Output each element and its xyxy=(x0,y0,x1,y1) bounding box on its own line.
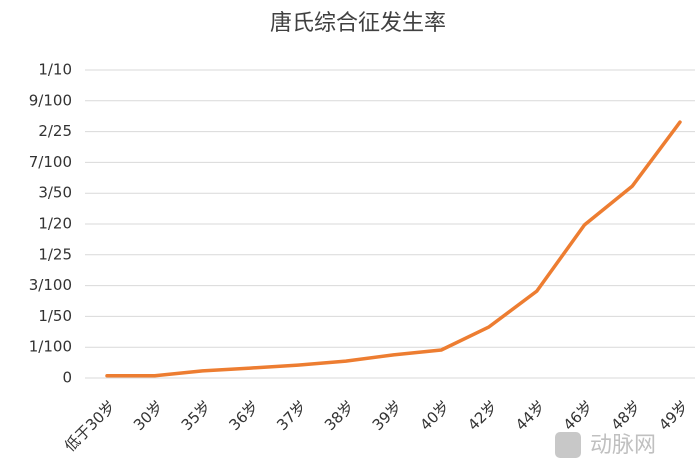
y-tick-label: 3/50 xyxy=(38,184,72,202)
x-tick-label: 35岁 xyxy=(178,397,215,434)
x-tick-label: 39岁 xyxy=(369,397,406,434)
x-tick-label: 49岁 xyxy=(655,397,692,434)
x-tick-label: 40岁 xyxy=(416,397,453,434)
y-tick-label: 9/100 xyxy=(29,91,72,109)
x-tick-label: 38岁 xyxy=(321,397,358,434)
x-tick-label: 48岁 xyxy=(607,397,644,434)
x-tick-label: 37岁 xyxy=(273,397,310,434)
y-tick-label: 1/10 xyxy=(38,61,72,79)
x-tick-label: 44岁 xyxy=(512,397,549,434)
y-tick-label: 2/25 xyxy=(38,122,72,140)
y-tick-label: 1/50 xyxy=(38,307,72,325)
y-tick-label: 1/25 xyxy=(38,245,72,263)
y-tick-label: 1/100 xyxy=(29,338,72,356)
chart-title: 唐氏综合征发生率 xyxy=(270,11,446,36)
y-tick-label: 7/100 xyxy=(29,153,72,171)
x-tick-label: 30岁 xyxy=(130,397,167,434)
x-tick-label: 46岁 xyxy=(560,397,597,434)
watermark-group: 动脉网 xyxy=(555,432,656,458)
x-tick-label: 36岁 xyxy=(225,397,262,434)
watermark: 动脉网 xyxy=(590,433,656,458)
x-tick-label: 低于30岁 xyxy=(61,397,119,455)
y-tick-label: 3/100 xyxy=(29,276,72,294)
line xyxy=(105,120,682,378)
watermark-logo xyxy=(555,432,581,458)
x-tick-label: 42岁 xyxy=(464,397,501,434)
y-tick-label: 0 xyxy=(62,369,72,387)
y-tick-label: 1/20 xyxy=(38,215,72,233)
